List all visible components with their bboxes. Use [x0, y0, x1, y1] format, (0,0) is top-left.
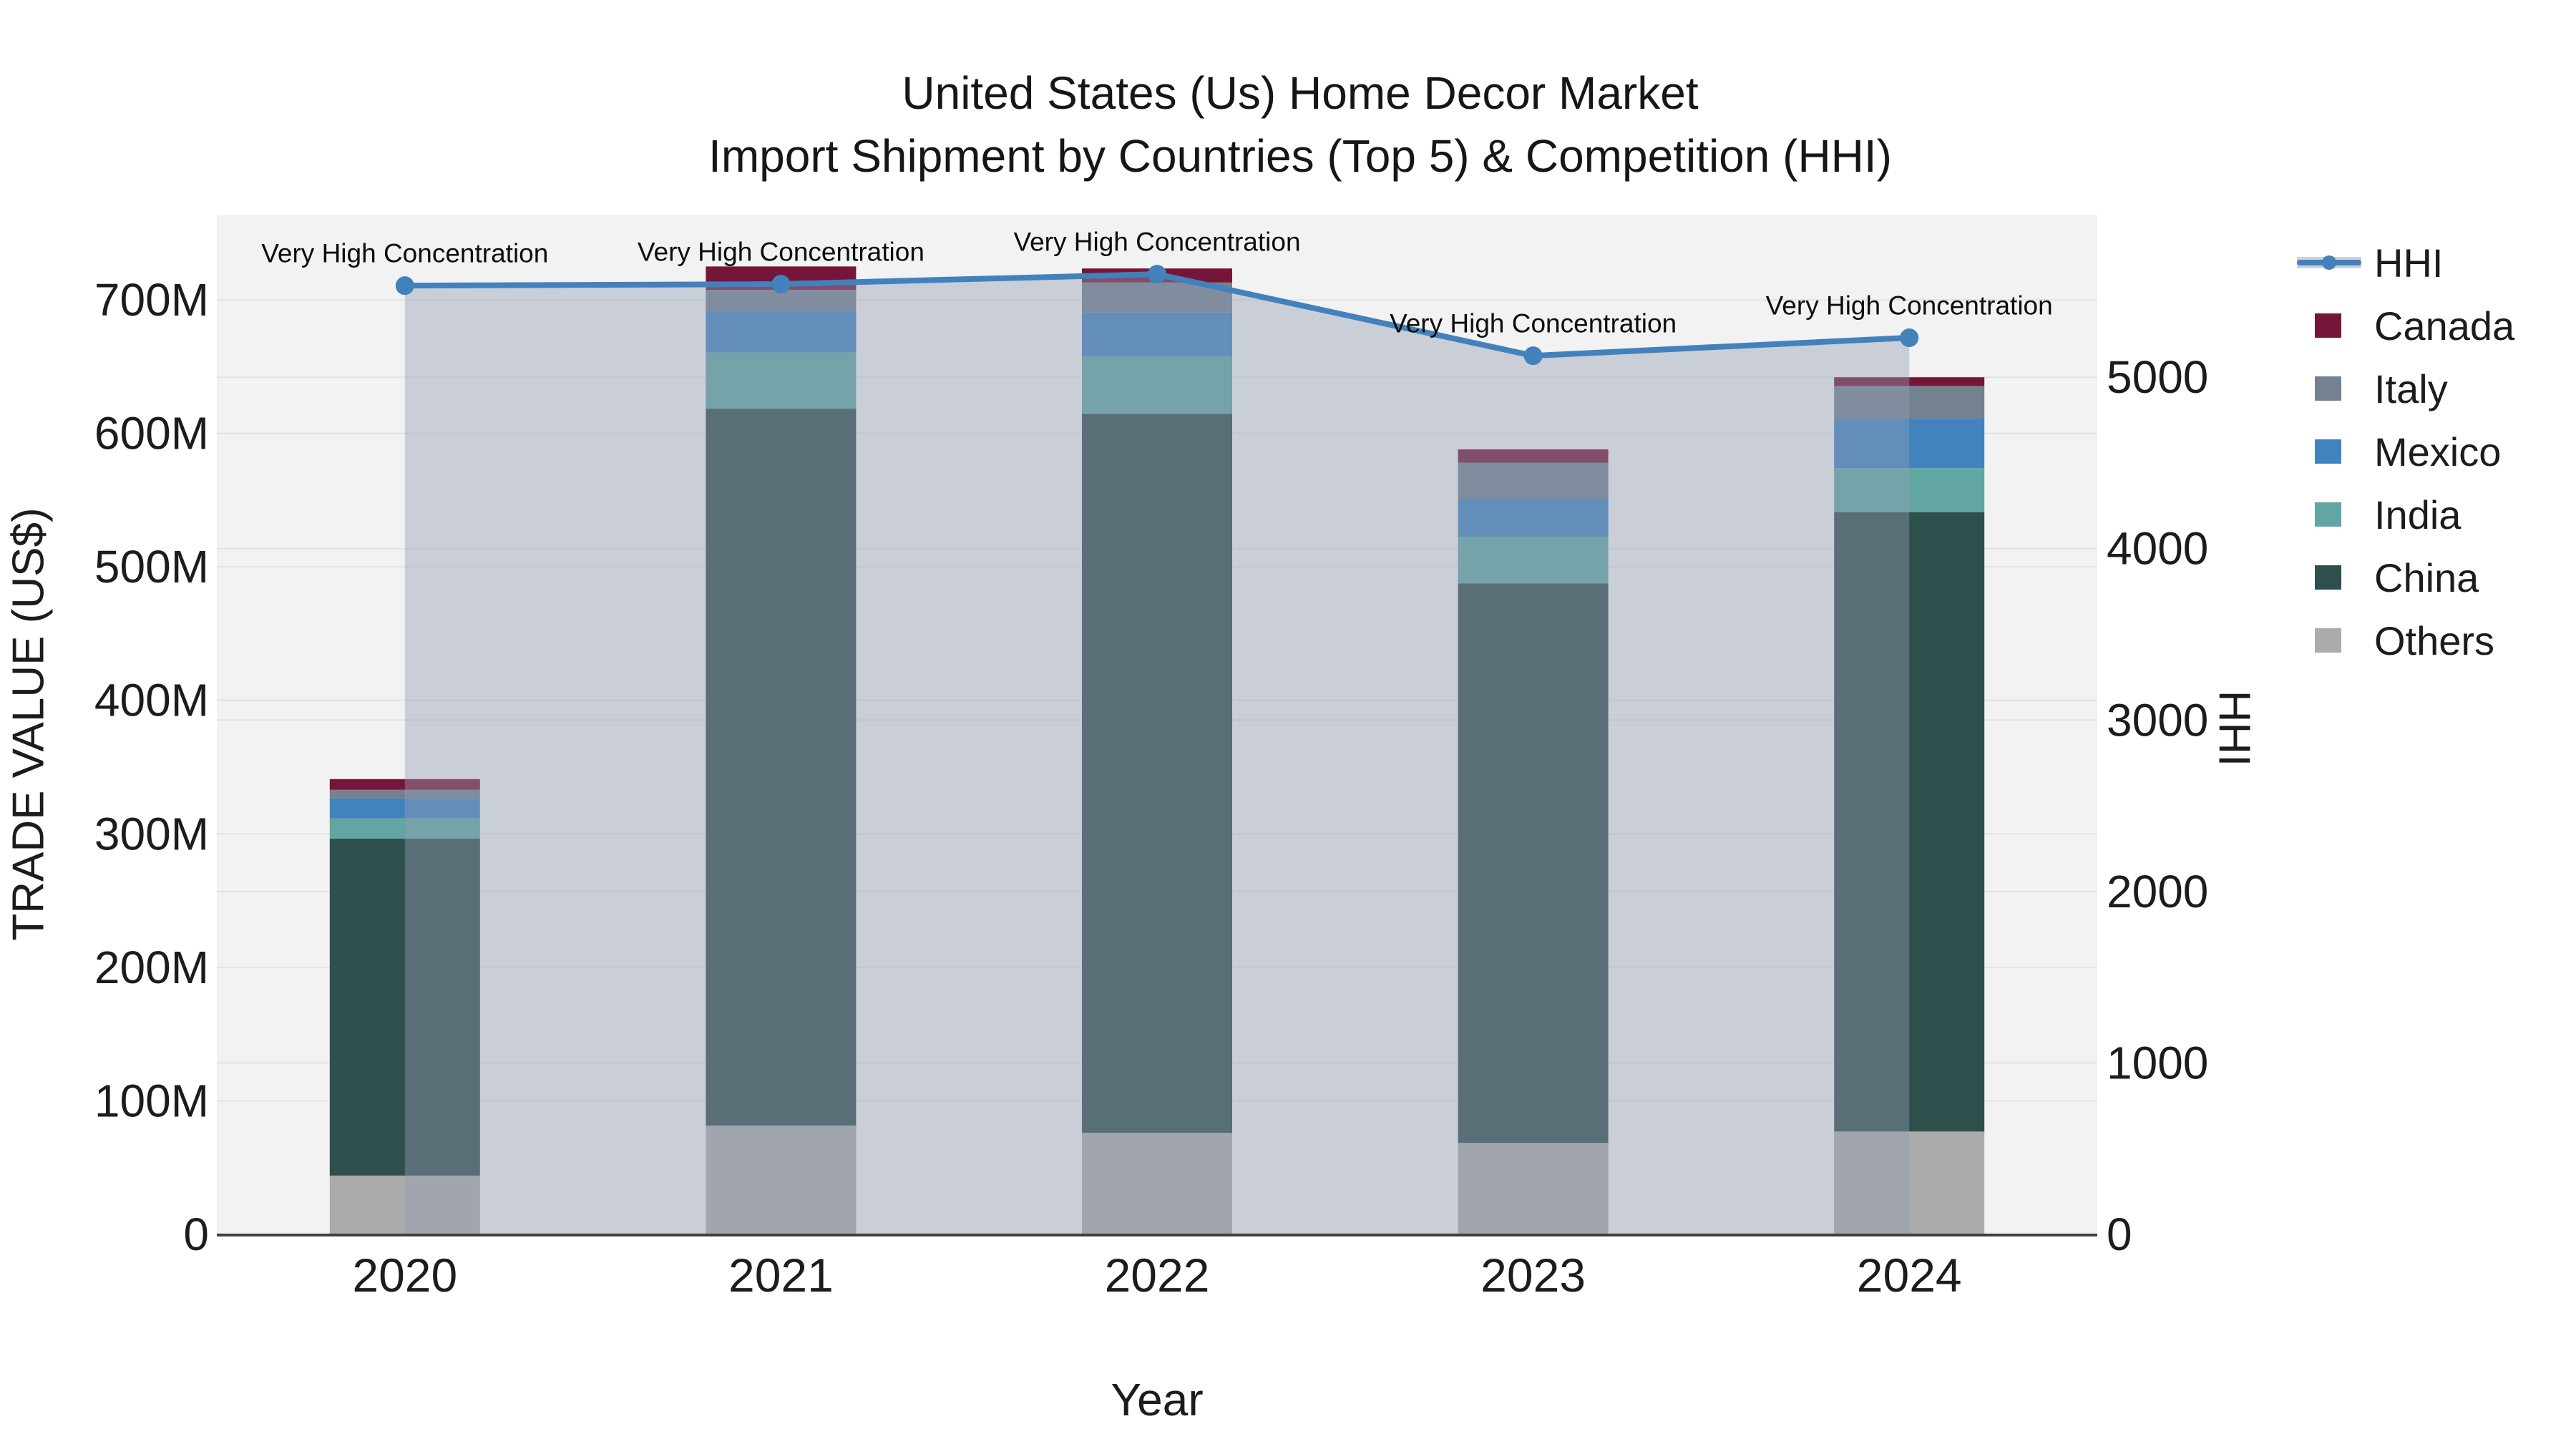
bar-segment-india-2020[interactable]: [329, 818, 480, 839]
bar-segment-canada-2024[interactable]: [1834, 377, 1985, 386]
y-right-tick-5000: 5000: [2107, 351, 2208, 403]
bar-segment-mexico-2021[interactable]: [706, 311, 857, 353]
hhi-point-2024[interactable]: [1900, 328, 1919, 348]
legend-item-canada[interactable]: Canada: [2295, 294, 2514, 357]
chart-title-line1: United States (Us) Home Decor Market: [902, 67, 1699, 119]
hhi-point-2020[interactable]: [395, 276, 414, 296]
bar-segment-others-2020[interactable]: [329, 1175, 480, 1234]
legend-item-china[interactable]: China: [2295, 546, 2514, 609]
y-left-tick-100M: 100M: [94, 1075, 209, 1126]
bar-segment-china-2020[interactable]: [329, 838, 480, 1176]
legend-label: Canada: [2374, 303, 2515, 348]
bar-segment-india-2023[interactable]: [1458, 537, 1609, 584]
hhi-point-2022[interactable]: [1148, 265, 1166, 284]
x-tick-2022: 2022: [1105, 1249, 1210, 1302]
hhi-area-fill: [404, 274, 1910, 1234]
x-tick-2021: 2021: [728, 1249, 834, 1302]
hhi-line-icon: [2295, 231, 2363, 294]
annotation-2023: Very High Concentration: [1390, 309, 1677, 338]
swatch-icon-mexico: [2295, 420, 2363, 483]
y-right-tick-3000: 3000: [2107, 694, 2208, 746]
y-right-tick-0: 0: [2107, 1209, 2132, 1260]
y-left-tick-200M: 200M: [94, 942, 209, 993]
legend-item-mexico[interactable]: Mexico: [2295, 420, 2514, 483]
legend-label: Italy: [2374, 366, 2448, 411]
legend-label: Others: [2374, 618, 2495, 663]
bar-segment-china-2024[interactable]: [1834, 512, 1985, 1132]
hhi-point-2023[interactable]: [1523, 346, 1543, 366]
bar-segment-canada-2023[interactable]: [1458, 449, 1609, 463]
y-left-tick-600M: 600M: [94, 408, 209, 459]
bar-segment-india-2024[interactable]: [1834, 468, 1985, 512]
bar-segment-mexico-2020[interactable]: [329, 798, 480, 819]
bar-segment-china-2023[interactable]: [1458, 583, 1609, 1143]
bar-segment-india-2022[interactable]: [1082, 356, 1232, 414]
bar-segment-mexico-2024[interactable]: [1834, 419, 1985, 469]
bar-segment-canada-2020[interactable]: [329, 779, 480, 790]
bar-segment-others-2024[interactable]: [1834, 1131, 1985, 1234]
legend-label: India: [2374, 492, 2462, 537]
bar-segment-italy-2023[interactable]: [1458, 462, 1609, 499]
y-axis-title-left: TRADE VALUE (US$): [4, 507, 54, 941]
y-right-tick-1000: 1000: [2107, 1037, 2208, 1088]
swatch-icon-china: [2295, 546, 2363, 609]
x-axis-title: Year: [1111, 1374, 1204, 1425]
y-left-tick-300M: 300M: [94, 808, 209, 859]
legend-label: HHI: [2374, 240, 2444, 286]
legend-item-italy[interactable]: Italy: [2295, 357, 2514, 420]
legend-item-hhi[interactable]: HHI: [2295, 231, 2514, 294]
x-tick-2023: 2023: [1480, 1249, 1586, 1302]
hhi-point-2021[interactable]: [771, 275, 791, 294]
x-tick-2020: 2020: [352, 1249, 457, 1302]
swatch-icon-italy: [2295, 357, 2363, 420]
swatch-icon-others: [2295, 609, 2363, 672]
y-right-tick-4000: 4000: [2107, 523, 2208, 575]
y-right-tick-2000: 2000: [2107, 866, 2208, 917]
annotation-2024: Very High Concentration: [1766, 291, 2053, 321]
swatch-icon-canada: [2295, 294, 2363, 357]
bar-segment-others-2023[interactable]: [1458, 1143, 1609, 1234]
annotation-2022: Very High Concentration: [1013, 228, 1300, 257]
bar-segment-others-2022[interactable]: [1082, 1133, 1232, 1234]
y-left-tick-700M: 700M: [94, 274, 209, 326]
bar-segment-india-2021[interactable]: [706, 352, 857, 409]
x-tick-2024: 2024: [1857, 1249, 1962, 1302]
bar-segment-italy-2020[interactable]: [329, 789, 480, 799]
bar-segment-china-2021[interactable]: [706, 409, 857, 1126]
y-left-tick-400M: 400M: [94, 675, 209, 726]
bar-segment-italy-2024[interactable]: [1834, 386, 1985, 419]
legend-label: China: [2374, 555, 2479, 600]
chart-title-line2: Import Shipment by Countries (Top 5) & C…: [708, 130, 1892, 182]
legend: HHI Canada Italy Mexico India China Others: [2295, 231, 2514, 672]
y-axis-title-right: HHI: [2209, 690, 2259, 767]
y-left-tick-500M: 500M: [94, 541, 209, 592]
bar-segment-china-2022[interactable]: [1082, 414, 1232, 1133]
annotation-2021: Very High Concentration: [638, 238, 924, 267]
swatch-icon-india: [2295, 483, 2363, 546]
bar-segment-others-2021[interactable]: [706, 1125, 857, 1234]
bar-segment-mexico-2023[interactable]: [1458, 499, 1609, 537]
legend-label: Mexico: [2374, 429, 2502, 474]
y-left-tick-0: 0: [183, 1209, 209, 1260]
annotation-2020: Very High Concentration: [261, 239, 548, 268]
bar-segment-mexico-2022[interactable]: [1082, 312, 1232, 356]
legend-item-others[interactable]: Others: [2295, 609, 2514, 672]
legend-item-india[interactable]: India: [2295, 483, 2514, 546]
